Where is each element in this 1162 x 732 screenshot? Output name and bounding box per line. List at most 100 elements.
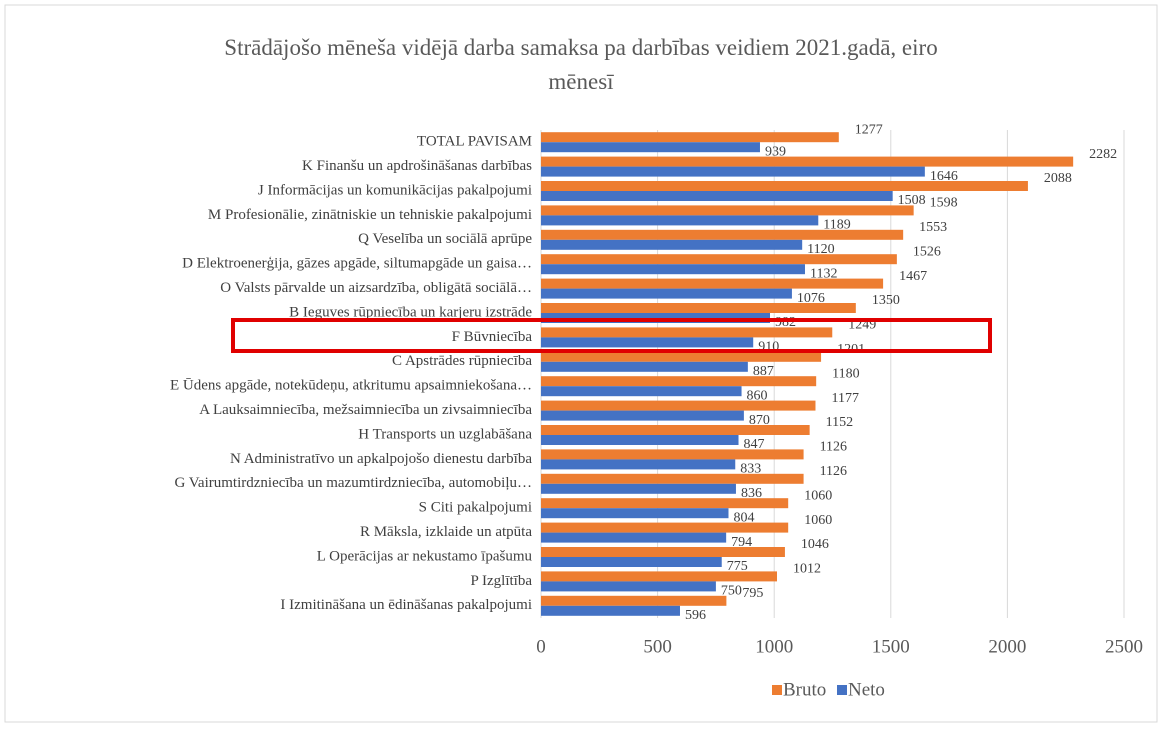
- bar: [541, 473, 804, 484]
- category-label: A Lauksaimniecība, mežsaimniecība un ziv…: [199, 402, 532, 418]
- category-label: O Valsts pārvalde un aizsardzība, obligā…: [220, 280, 532, 296]
- bar: [541, 191, 893, 201]
- bar: [541, 425, 810, 435]
- value-label: 1060: [804, 513, 832, 528]
- category-label: K Finanšu un apdrošināšanas darbības: [302, 158, 532, 174]
- value-label: 870: [749, 413, 770, 428]
- bar: [541, 288, 792, 299]
- category-label: E Ūdens apgāde, notekūdeņu, atkritumu ap…: [170, 378, 532, 394]
- bar: [541, 605, 680, 616]
- category-label: S Citi pakalpojumi: [419, 500, 532, 516]
- value-label: 2282: [1089, 147, 1117, 162]
- bar: [541, 337, 754, 348]
- value-label: 836: [741, 486, 762, 501]
- value-label: 939: [765, 144, 786, 159]
- bar: [541, 215, 819, 226]
- x-tick-label: 500: [643, 636, 672, 657]
- value-label: 795: [742, 586, 763, 601]
- bar: [541, 449, 804, 460]
- value-label: 2088: [1044, 171, 1072, 186]
- value-label: 1076: [797, 291, 825, 306]
- bar: [541, 156, 1074, 167]
- category-label: C Apstrādes rūpniecība: [392, 353, 532, 369]
- x-tick-label: 2500: [1105, 636, 1143, 657]
- value-label: 1152: [826, 415, 853, 430]
- bar: [541, 532, 727, 543]
- highlight-box: [231, 318, 992, 353]
- category-label: D Elektroenerģija, gāzes apgāde, siltuma…: [182, 256, 532, 272]
- value-label: 1189: [823, 218, 850, 233]
- value-label: 833: [740, 462, 761, 477]
- bar: [541, 254, 897, 265]
- value-label: 1467: [899, 269, 927, 284]
- legend-swatch: [837, 685, 847, 695]
- bar: [541, 581, 716, 592]
- x-tick-label: 2000: [988, 636, 1026, 657]
- category-label: Q Veselība un sociālā aprūpe: [358, 231, 532, 247]
- bar: [541, 522, 789, 533]
- bar: [541, 483, 736, 494]
- bar: [541, 205, 914, 216]
- bar: [541, 595, 727, 606]
- bar: [541, 166, 925, 177]
- plot: 0 500 1000 1500 2000 2500 TOTAL PAVISAM 1277 939…: [170, 122, 1143, 700]
- x-tick-label: 1500: [872, 636, 910, 657]
- value-label: 1350: [872, 293, 900, 308]
- value-label: 1277: [855, 122, 883, 137]
- value-label: 1598: [930, 196, 958, 211]
- bar: [541, 181, 1028, 191]
- bar: [541, 400, 816, 411]
- value-label: 1126: [820, 464, 847, 479]
- bar: [541, 376, 817, 387]
- category-label: G Vairumtirdzniecība un mazumtirdzniecīb…: [174, 475, 532, 491]
- bar: [541, 132, 839, 143]
- value-label: 1046: [801, 537, 829, 552]
- bar: [541, 278, 884, 289]
- category-label: J Informācijas un komunikācijas pakalpoj…: [258, 182, 532, 198]
- bar: [541, 264, 805, 275]
- bar: [541, 547, 785, 557]
- value-label: 1132: [810, 266, 837, 281]
- bar: [541, 498, 789, 509]
- value-label: 794: [731, 535, 752, 550]
- value-label: 1060: [804, 488, 832, 503]
- legend-swatch: [772, 685, 782, 695]
- value-label: 1177: [831, 391, 858, 406]
- bar: [541, 459, 736, 470]
- category-label: B Ieguves rūpniecība un karjeru izstrāde: [289, 304, 532, 320]
- category-label: N Administratīvo un apkalpojošo dienestu…: [230, 451, 532, 467]
- category-label: L Operācijas ar nekustamo īpašumu: [317, 548, 533, 564]
- value-label: 1126: [820, 440, 847, 455]
- value-label: 1526: [913, 244, 941, 259]
- chart-title: Strādājošo mēneša vidējā darba samaksa p…: [224, 35, 937, 94]
- value-label: 804: [733, 510, 754, 525]
- legend-label: Neto: [848, 679, 885, 700]
- bar: [541, 410, 744, 421]
- category-label: TOTAL PAVISAM: [417, 134, 532, 150]
- bar: [541, 303, 856, 313]
- value-label: 1508: [898, 193, 926, 208]
- category-label: H Transports un uzglabāšana: [358, 426, 532, 442]
- bar: [541, 239, 803, 250]
- bar: [541, 327, 833, 338]
- value-label: 860: [747, 388, 768, 403]
- bar: [541, 361, 748, 372]
- value-label: 1180: [832, 366, 859, 381]
- value-label: 775: [727, 559, 748, 574]
- category-label: R Māksla, izklaide un atpūta: [360, 524, 532, 540]
- value-label: 1012: [793, 562, 821, 577]
- bar: [541, 229, 904, 240]
- bar: [541, 557, 722, 567]
- value-label: 1646: [930, 169, 958, 184]
- value-label: 1553: [919, 220, 947, 235]
- bar: [541, 386, 742, 397]
- x-tick-label: 0: [536, 636, 546, 657]
- value-label: 750: [721, 584, 742, 599]
- bar: [541, 571, 777, 582]
- category-label: F Būvniecība: [452, 329, 533, 345]
- category-label: P Izglītība: [470, 573, 532, 589]
- category-label: I Izmitināšana un ēdināšanas pakalpojumi: [280, 597, 532, 613]
- x-tick-label: 1000: [755, 636, 793, 657]
- legend-label: Bruto: [783, 679, 826, 700]
